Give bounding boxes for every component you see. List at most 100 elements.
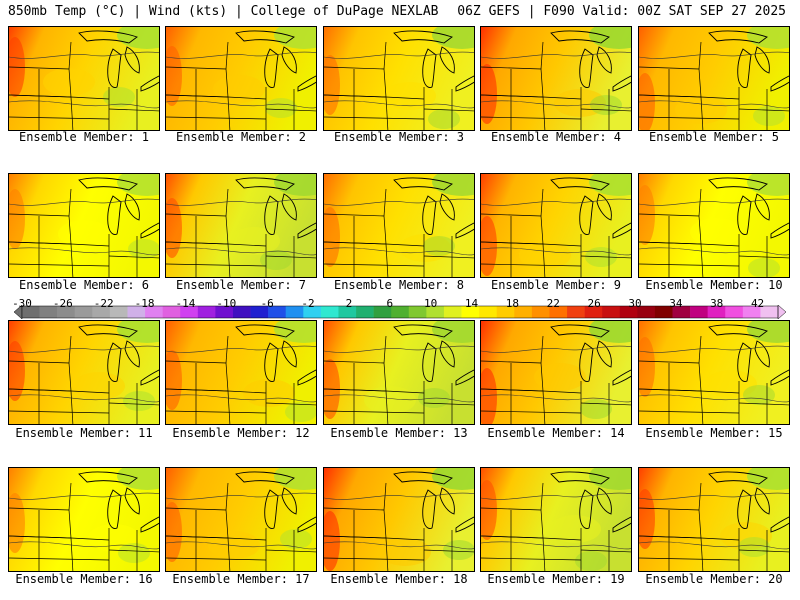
colorbar-swatch bbox=[514, 306, 533, 318]
ensemble-map-panel bbox=[638, 26, 790, 131]
colorbar-swatch bbox=[92, 306, 111, 318]
state-borders bbox=[9, 41, 159, 130]
colorbar-swatch bbox=[725, 306, 744, 318]
temperature-field-map bbox=[166, 321, 316, 424]
cool-region bbox=[117, 468, 159, 490]
colorbar-swatch bbox=[162, 306, 181, 318]
lake-outlines bbox=[708, 30, 789, 92]
colorbar-swatch bbox=[496, 306, 515, 318]
cool-region bbox=[117, 321, 159, 343]
state-borders bbox=[166, 188, 316, 277]
colorbar-swatch bbox=[215, 306, 234, 318]
colorbar-swatch bbox=[637, 306, 656, 318]
colorbar-swatch bbox=[672, 306, 691, 318]
state-borders bbox=[481, 188, 631, 277]
cool-region bbox=[747, 174, 789, 196]
isotherm-contours bbox=[481, 492, 631, 550]
isotherm-contours bbox=[324, 345, 474, 403]
isotherm-contours bbox=[639, 198, 789, 256]
ensemble-map-panel bbox=[323, 467, 475, 572]
temperature-field-map bbox=[324, 321, 474, 424]
lake-outlines bbox=[708, 471, 789, 533]
ensemble-member-label: Ensemble Member: 17 bbox=[172, 572, 310, 586]
colorbar-tick-label: 18 bbox=[505, 297, 519, 310]
temperature-field-map bbox=[481, 27, 631, 130]
lake-outlines bbox=[78, 471, 159, 533]
ensemble-map-panel bbox=[8, 467, 160, 572]
cool-region bbox=[747, 27, 789, 49]
map-title: 850mb Temp (°C) | Wind (kts) | College o… bbox=[8, 4, 439, 19]
state-borders bbox=[324, 41, 474, 130]
colorbar-swatch bbox=[22, 306, 40, 318]
isotherm-contours bbox=[639, 492, 789, 550]
warm-pocket bbox=[243, 379, 295, 407]
lake-outlines bbox=[708, 324, 789, 386]
hot-region bbox=[481, 480, 497, 540]
cool-region bbox=[589, 174, 631, 196]
model-run-info: 06Z GEFS | F090 Valid: 00Z SAT SEP 27 20… bbox=[457, 4, 786, 19]
ensemble-map-panel bbox=[8, 173, 160, 278]
ensemble-map-panel bbox=[8, 320, 160, 425]
colorbar-tick-label: -10 bbox=[216, 297, 237, 310]
temperature-field-map bbox=[9, 321, 159, 424]
temperature-field-map bbox=[639, 27, 789, 130]
ensemble-member-label: Ensemble Member: 1 bbox=[18, 130, 150, 144]
temperature-field-map bbox=[481, 468, 631, 571]
lake-outlines bbox=[550, 471, 631, 533]
colorbar-tick-label: 6 bbox=[386, 297, 394, 310]
ensemble-map-panel bbox=[480, 173, 632, 278]
cool-region bbox=[747, 321, 789, 343]
isotherm-contours bbox=[166, 492, 316, 550]
ensemble-member-label: Ensemble Member: 6 bbox=[18, 278, 150, 292]
isotherm-contours bbox=[166, 345, 316, 403]
colorbar-swatch bbox=[760, 306, 779, 318]
hot-region bbox=[481, 64, 497, 124]
temperature-field-map bbox=[481, 321, 631, 424]
warm-pocket bbox=[675, 96, 727, 124]
colorbar-tick-label: -22 bbox=[93, 297, 114, 310]
state-borders bbox=[9, 188, 159, 277]
isotherm-contours bbox=[481, 51, 631, 109]
hot-region bbox=[324, 207, 340, 267]
warm-pocket bbox=[519, 241, 571, 269]
isotherm-contours bbox=[481, 198, 631, 256]
colorbar-tick-label: 30 bbox=[628, 297, 642, 310]
hot-region bbox=[166, 46, 182, 106]
temperature-field-map bbox=[639, 174, 789, 277]
colorbar-swatch bbox=[250, 306, 269, 318]
colorbar-swatch bbox=[197, 306, 216, 318]
hot-region bbox=[9, 341, 25, 401]
colorbar-swatch bbox=[461, 306, 480, 318]
ensemble-member-label: Ensemble Member: 18 bbox=[330, 572, 468, 586]
ensemble-member-label: Ensemble Member: 10 bbox=[645, 278, 783, 292]
state-borders bbox=[639, 188, 789, 277]
temperature-field-map bbox=[9, 468, 159, 571]
colorbar-swatch bbox=[57, 306, 76, 318]
lake-outlines bbox=[78, 324, 159, 386]
hot-region bbox=[166, 502, 182, 562]
colorbar-tick-label: -6 bbox=[260, 297, 274, 310]
ensemble-map-panel bbox=[165, 467, 317, 572]
ensemble-member-label: Ensemble Member: 20 bbox=[645, 572, 783, 586]
ensemble-map-panel bbox=[165, 320, 317, 425]
temperature-field-map bbox=[166, 468, 316, 571]
state-borders bbox=[639, 335, 789, 424]
cool-pocket bbox=[103, 87, 135, 107]
isotherm-contours bbox=[639, 51, 789, 109]
temperature-field-map bbox=[166, 174, 316, 277]
state-borders bbox=[324, 335, 474, 424]
ensemble-member-label: Ensemble Member: 4 bbox=[490, 130, 622, 144]
ensemble-member-label: Ensemble Member: 5 bbox=[648, 130, 780, 144]
cool-region bbox=[432, 27, 474, 49]
ensemble-member-label: Ensemble Member: 8 bbox=[333, 278, 465, 292]
warm-pocket bbox=[73, 372, 125, 400]
colorbar-swatch bbox=[127, 306, 146, 318]
temperature-field-map bbox=[166, 27, 316, 130]
lake-outlines bbox=[708, 177, 789, 239]
colorbar-swatch bbox=[690, 306, 708, 318]
state-borders bbox=[324, 482, 474, 571]
colorbar-tick-label: -18 bbox=[134, 297, 155, 310]
colorbar-tick-label: -26 bbox=[52, 297, 73, 310]
colorbar-swatch bbox=[268, 306, 287, 318]
ensemble-map-panel bbox=[480, 320, 632, 425]
